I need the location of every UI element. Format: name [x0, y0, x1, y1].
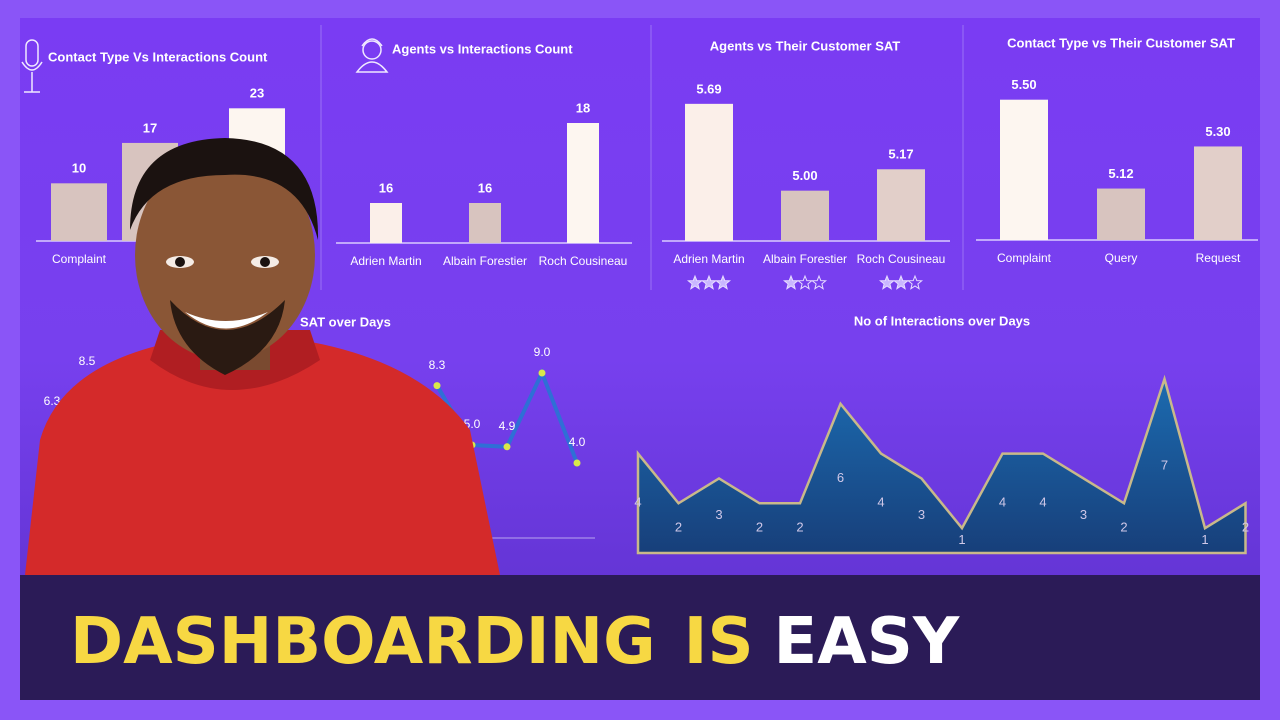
x-tick-label: Roch Cousineau	[539, 254, 628, 268]
star-icon	[878, 274, 896, 290]
presenter	[25, 138, 500, 575]
x-tick-label: Albain Forestier	[443, 254, 527, 268]
star-icon	[700, 274, 718, 290]
area-series	[636, 374, 1247, 555]
bar	[469, 203, 501, 243]
data-label: 8.5	[79, 354, 96, 368]
data-label: 23	[250, 86, 264, 101]
point-marker	[538, 369, 546, 377]
data-label: 5.12	[1108, 166, 1133, 181]
data-label: 17	[143, 120, 157, 135]
headline-word: DASHBOARDING	[70, 605, 656, 679]
star-icon	[892, 274, 910, 290]
data-label: 4	[634, 495, 641, 510]
data-label: 6.3	[44, 394, 61, 408]
data-label: 5.00	[792, 168, 817, 183]
data-label: 18	[576, 100, 590, 115]
data-label: 3	[918, 507, 925, 522]
data-label: 4.0	[569, 435, 586, 449]
bar	[685, 103, 733, 241]
data-label: 2	[796, 520, 803, 535]
data-label: 10	[72, 161, 86, 176]
x-tick-label: Adrien Martin	[350, 254, 421, 268]
point-marker	[573, 459, 581, 467]
data-label: 1	[1201, 532, 1208, 547]
bar	[1194, 146, 1242, 240]
data-label: 2	[1242, 520, 1249, 535]
data-label: 1	[958, 532, 965, 547]
bar	[567, 123, 599, 243]
star-icon	[796, 274, 814, 290]
data-label: 5.30	[1205, 124, 1230, 139]
data-label: 5.69	[696, 81, 721, 96]
data-label: 2	[675, 520, 682, 535]
data-label: 4.9	[499, 419, 516, 433]
star-icon	[810, 274, 828, 290]
headline: DASHBOARDING IS EASY	[70, 605, 960, 679]
headline-word: IS	[684, 605, 754, 679]
data-label: 16	[478, 180, 492, 195]
data-label: 16	[379, 180, 393, 195]
x-tick-label: Complaint	[997, 251, 1052, 265]
data-label: 4	[877, 495, 884, 510]
x-tick-label: Albain Forestier	[763, 252, 847, 266]
point-marker	[433, 382, 441, 390]
headline-banner	[20, 575, 1260, 700]
bar	[877, 169, 925, 241]
agent-icon	[355, 38, 389, 73]
data-label: 3	[715, 507, 722, 522]
chart-title: SAT over Days	[300, 314, 391, 329]
x-tick-label: Roch Cousineau	[857, 252, 946, 266]
bar	[51, 183, 107, 241]
point-marker	[503, 443, 511, 451]
chart-title: Contact Type vs Their Customer SAT	[1007, 35, 1235, 50]
x-tick-label: Adrien Martin	[673, 252, 744, 266]
data-label: 4	[1039, 495, 1046, 510]
data-label: 9.0	[534, 345, 551, 359]
mic-icon	[21, 39, 43, 93]
data-label: 4	[999, 495, 1006, 510]
star-icon	[906, 274, 924, 290]
x-tick-label: Request	[1196, 251, 1241, 265]
bar	[1000, 99, 1048, 240]
data-label: 5.50	[1011, 77, 1036, 92]
data-label: 7	[1161, 457, 1168, 472]
x-tick-label: Query	[1105, 251, 1138, 265]
chart-title: Agents vs Their Customer SAT	[710, 38, 901, 53]
chart-title: No of Interactions over Days	[854, 313, 1030, 328]
data-label: 5.17	[888, 147, 913, 162]
data-label: 6	[837, 470, 844, 485]
star-icon	[782, 274, 800, 290]
chart-title: Agents vs Interactions Count	[392, 41, 573, 56]
headline-word: EASY	[774, 605, 960, 679]
chart-title: Contact Type Vs Interactions Count	[48, 49, 268, 64]
bar	[1097, 188, 1145, 240]
star-icon	[714, 274, 732, 290]
data-label: 2	[1120, 520, 1127, 535]
bar	[781, 190, 829, 241]
data-label: 2	[756, 520, 763, 535]
data-label: 8.3	[429, 358, 446, 372]
data-label: 3	[1080, 507, 1087, 522]
x-tick-label: Complaint	[52, 252, 107, 266]
bar	[370, 203, 402, 243]
star-icon	[686, 274, 704, 290]
